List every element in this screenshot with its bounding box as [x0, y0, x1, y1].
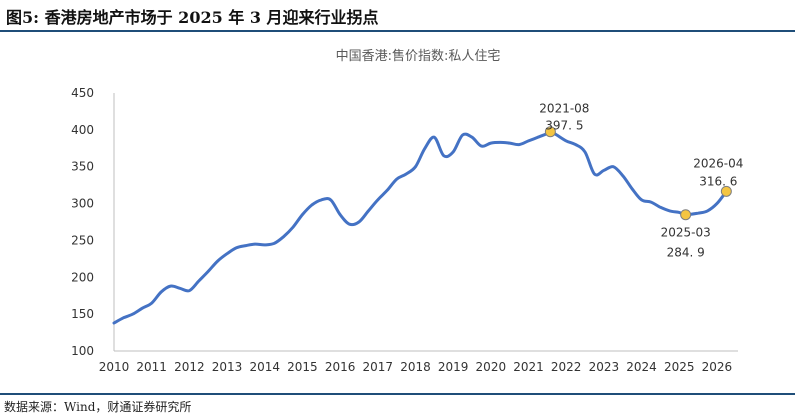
figure-title: 图5: 香港房地产市场于 2025 年 3 月迎来行业拐点 — [6, 8, 379, 27]
annotation-date: 2026-04 — [693, 156, 743, 170]
x-tick-label: 2017 — [363, 360, 394, 374]
x-tick-label: 2018 — [400, 360, 431, 374]
x-tick-label: 2010 — [99, 360, 130, 374]
annotation-date: 2025-03 — [661, 226, 711, 240]
x-tick-label: 2012 — [174, 360, 205, 374]
annotation-marker — [544, 126, 556, 138]
x-axis: 2010 2011 2012 2013 2014 2015 2016 2017 2018 2019… — [99, 350, 738, 374]
top-rule — [0, 30, 795, 32]
x-tick-label: 2025 — [664, 360, 695, 374]
annotation-value: 316. 6 — [699, 174, 737, 188]
x-tick-label: 2011 — [136, 360, 167, 374]
x-tick-label: 2026 — [702, 360, 733, 374]
annotations: 2021-08 397. 5 2025-03 284. 9 2026-04 316. 6 — [539, 102, 743, 260]
x-tick-label: 2016 — [325, 360, 356, 374]
y-tick-label: 100 — [71, 344, 94, 358]
plot-area — [112, 130, 728, 325]
bottom-rule — [0, 393, 795, 395]
chart-title: 中国香港:售价指数:私人住宅 — [336, 48, 501, 64]
x-tick-label: 2021 — [513, 360, 544, 374]
x-tick-label: 2022 — [551, 360, 582, 374]
series-line — [112, 130, 728, 325]
x-tick-label: 2024 — [626, 360, 657, 374]
y-tick-label: 150 — [71, 307, 94, 321]
annotation-value: 397. 5 — [545, 119, 583, 133]
annotation-marker — [680, 209, 692, 221]
x-tick-label: 2023 — [589, 360, 620, 374]
line-chart: 中国香港:售价指数:私人住宅 100150200250300350400450 … — [71, 48, 743, 374]
y-tick-label: 250 — [71, 233, 94, 247]
y-tick-label: 450 — [71, 86, 94, 100]
y-tick-label: 300 — [71, 197, 94, 211]
x-tick-label: 2014 — [249, 360, 280, 374]
source-note: 数据来源：Wind，财通证券研究所 — [4, 400, 192, 414]
annotation-date: 2021-08 — [539, 102, 589, 116]
x-tick-label: 2015 — [287, 360, 318, 374]
annotation-marker — [720, 185, 732, 197]
annotation-value: 284. 9 — [667, 246, 705, 260]
x-tick-label: 2019 — [438, 360, 469, 374]
y-tick-label: 350 — [71, 160, 94, 174]
y-axis: 100 150 200 250 300 350 400 450 — [71, 86, 115, 358]
y-tick-label: 400 — [71, 123, 94, 137]
x-tick-label: 2020 — [476, 360, 507, 374]
y-tick-label: 200 — [71, 270, 94, 284]
x-tick-label: 2013 — [212, 360, 243, 374]
